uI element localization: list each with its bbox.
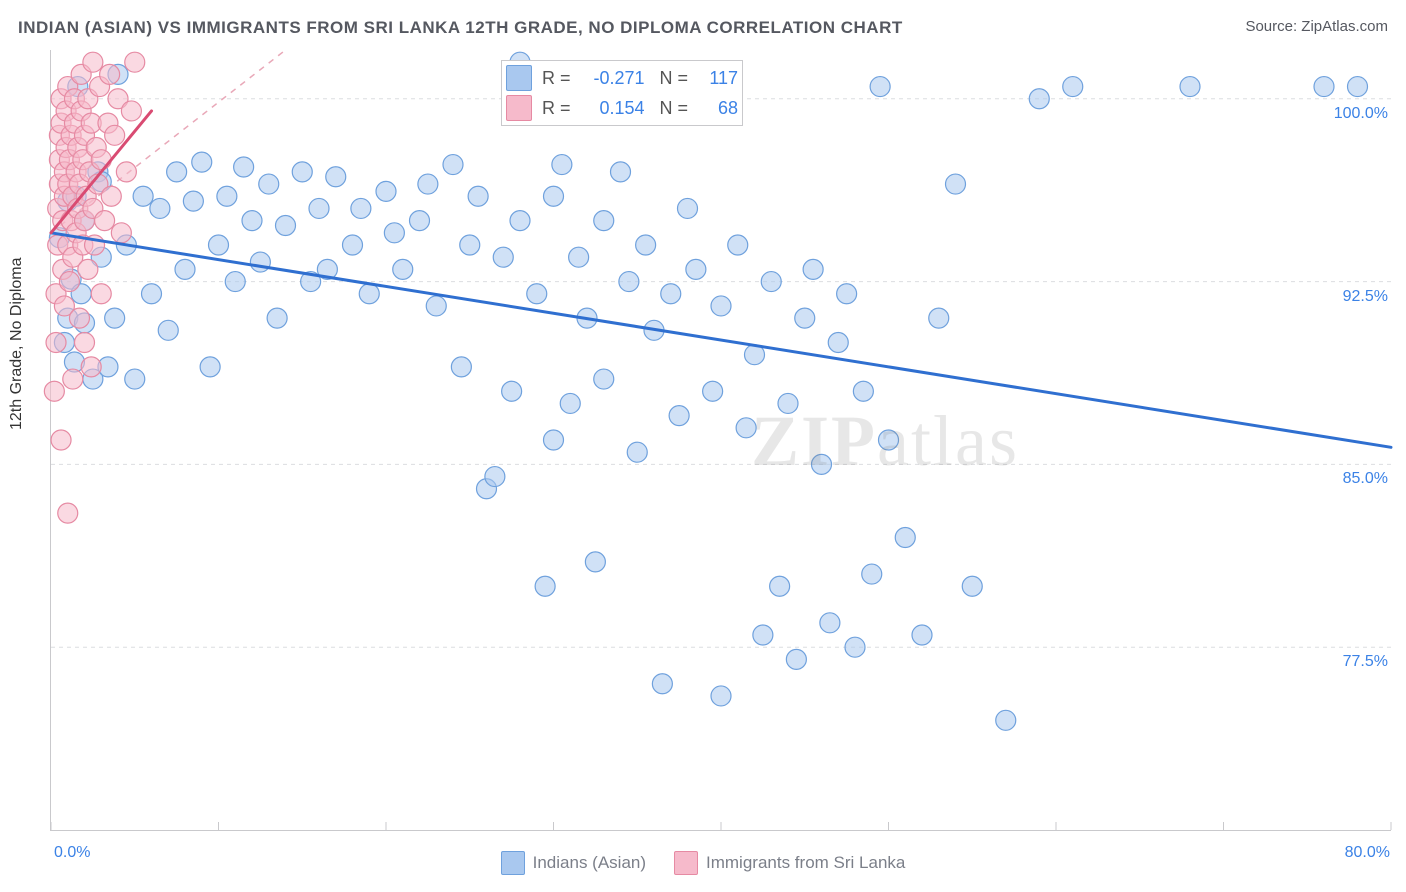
legend-swatch-icon [501,851,525,875]
chart-title: INDIAN (ASIAN) VS IMMIGRANTS FROM SRI LA… [18,18,903,38]
legend-label: Indians (Asian) [533,853,646,873]
chart-container: INDIAN (ASIAN) VS IMMIGRANTS FROM SRI LA… [0,0,1406,892]
title-row: INDIAN (ASIAN) VS IMMIGRANTS FROM SRI LA… [18,18,1388,38]
plot-svg [51,50,1391,830]
y-tick-label: 85.0% [1343,470,1388,488]
stats-text: R = -0.271 N = 117 [542,68,738,89]
y-axis-label: 12th Grade, No Diploma [8,257,26,430]
plot-area: ZIPatlas R = -0.271 N = 117R = 0.154 N =… [50,50,1391,831]
legend-swatch-icon [674,851,698,875]
legend-swatch-icon [506,65,532,91]
source-label: Source: ZipAtlas.com [1245,18,1388,35]
legend-label: Immigrants from Sri Lanka [706,853,905,873]
legend-swatch-icon [506,95,532,121]
series-legend-item: Immigrants from Sri Lanka [674,851,905,875]
stats-legend-row: R = 0.154 N = 68 [506,93,738,123]
stats-legend: R = -0.271 N = 117 R = 0.154 N = 68 [501,60,743,126]
stats-legend-row: R = -0.271 N = 117 [506,63,738,93]
series-legend-item: Indians (Asian) [501,851,646,875]
y-tick-label: 77.5% [1343,653,1388,671]
y-tick-label: 92.5% [1343,288,1388,306]
y-tick-label: 100.0% [1334,105,1388,123]
stats-text: R = 0.154 N = 68 [542,98,738,119]
series-legend: Indians (Asian) Immigrants from Sri Lanka [0,851,1406,880]
